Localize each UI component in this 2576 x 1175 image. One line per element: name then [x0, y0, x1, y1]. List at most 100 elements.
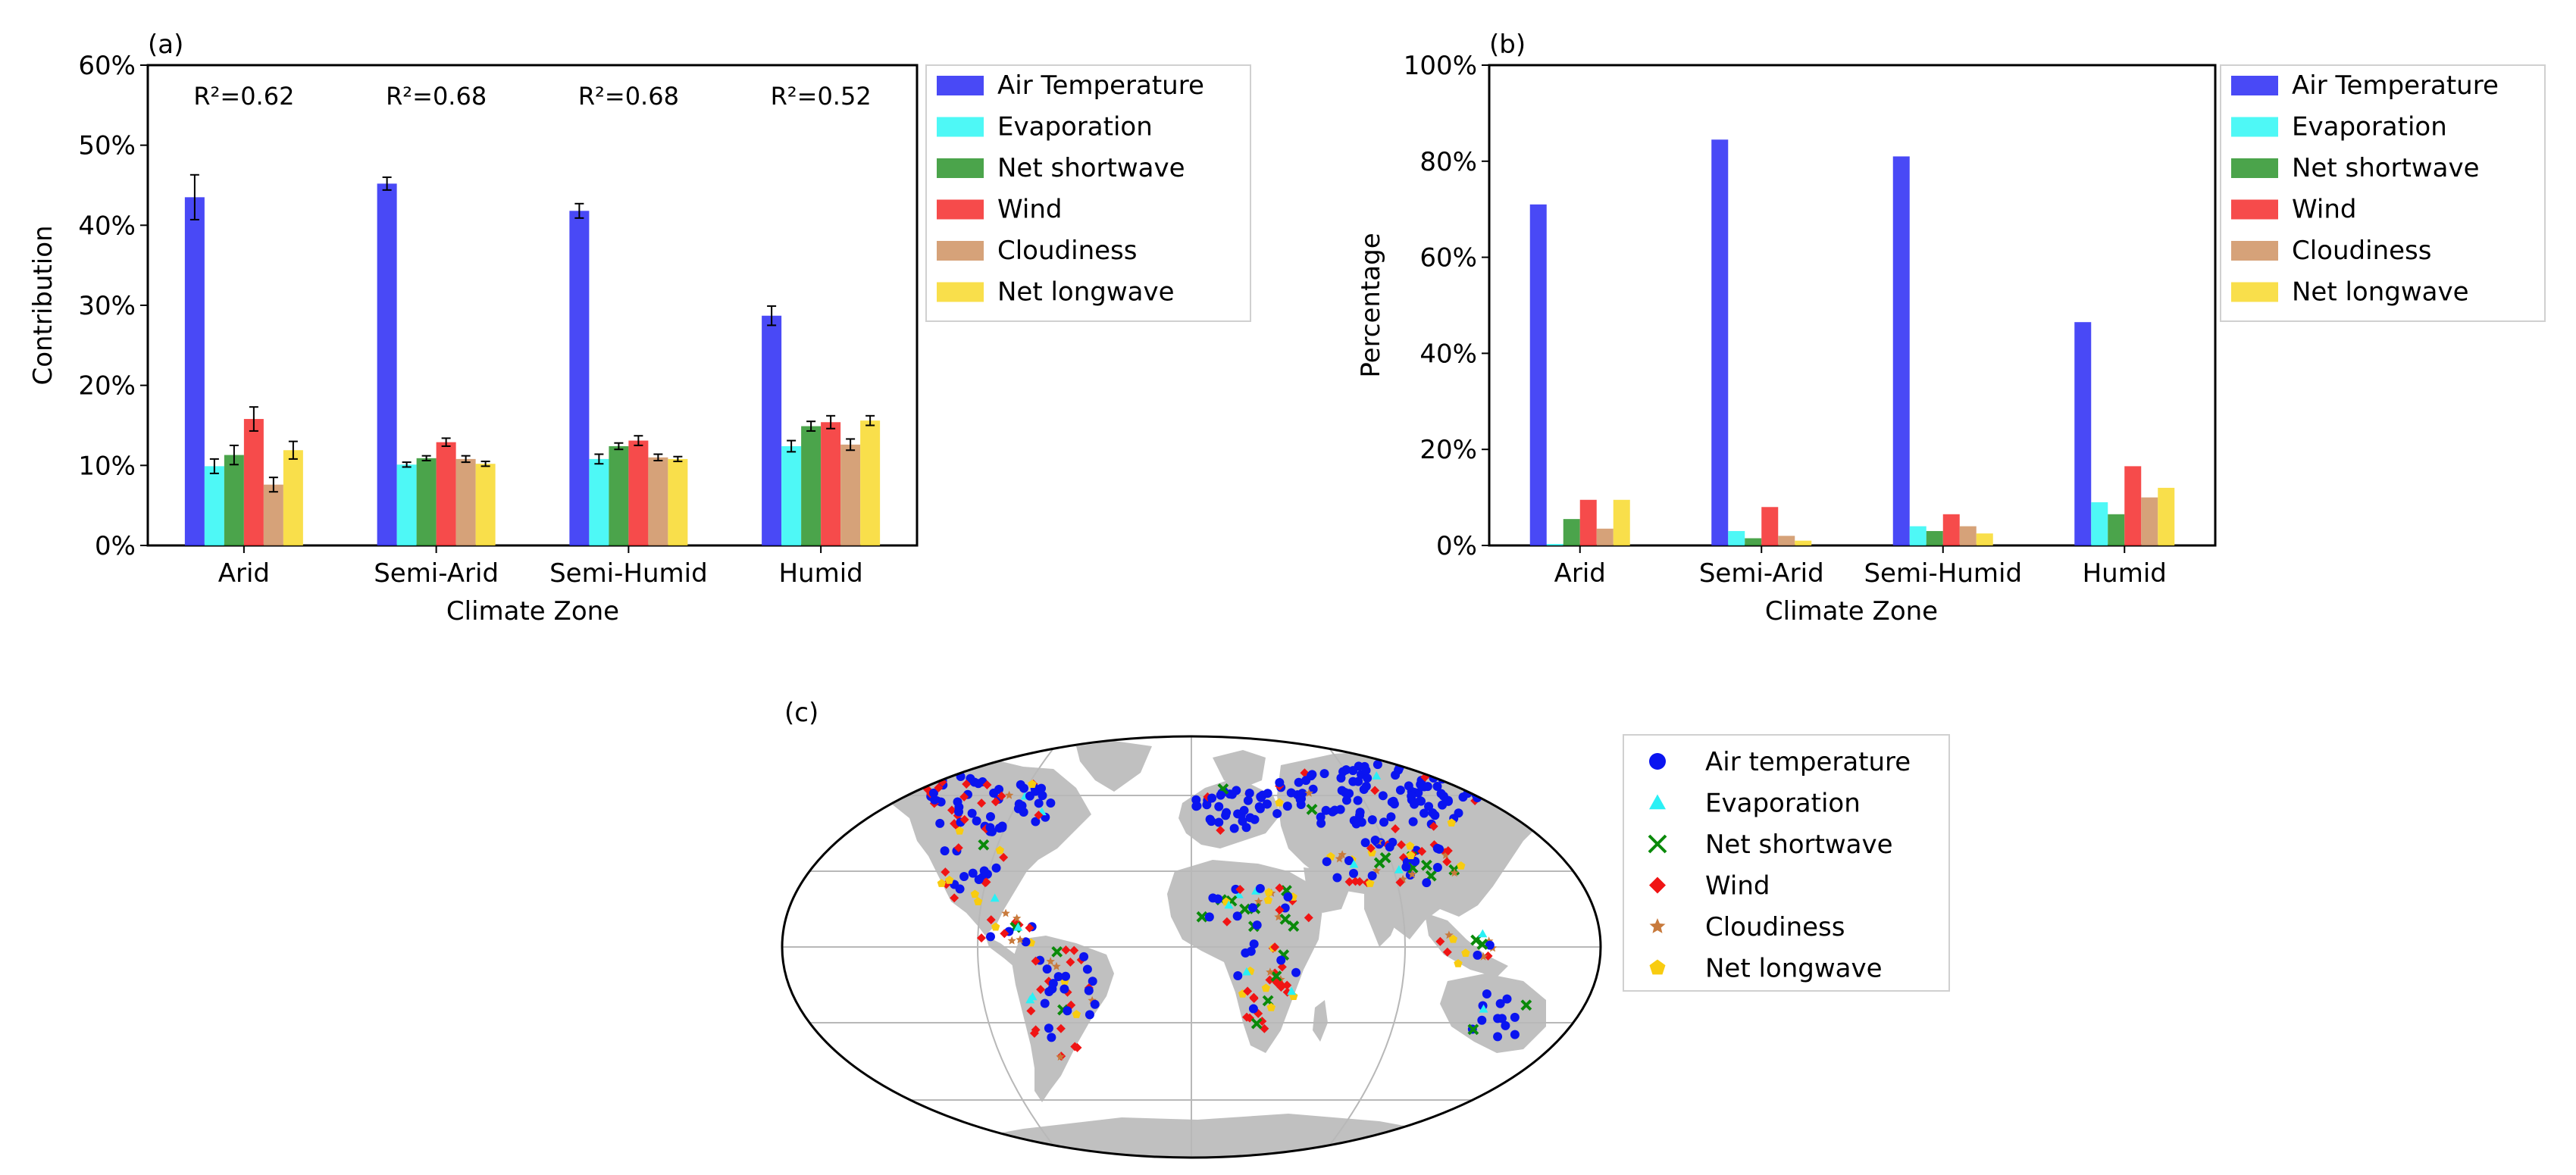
bar [569, 211, 590, 545]
station-point [1483, 951, 1493, 961]
station-point [1484, 936, 1494, 945]
bar [263, 484, 283, 545]
station-point [1510, 1030, 1520, 1039]
station-point [1245, 813, 1255, 823]
station-point [930, 795, 940, 805]
station-point [1378, 791, 1388, 801]
station-point [1061, 945, 1071, 955]
station-point [1255, 883, 1265, 893]
station-point [1353, 795, 1363, 805]
station-point [1477, 1015, 1487, 1025]
station-point [1450, 868, 1459, 877]
station-point [1260, 1023, 1269, 1033]
station-point [1016, 935, 1025, 944]
y-tick-label: 30% [78, 291, 136, 321]
panel-c: (c) [781, 698, 1950, 1159]
y-tick-label: 40% [78, 211, 136, 241]
y-tick-label: 60% [1419, 243, 1477, 273]
station-point [1304, 913, 1313, 923]
station-point [1196, 911, 1208, 923]
station-point [1373, 760, 1382, 770]
station-point [1047, 1033, 1056, 1042]
station-point [1338, 850, 1347, 859]
station-point [1263, 789, 1272, 798]
panel-c-legend: Air temperature Evaporation Net shortwave W… [1623, 734, 1950, 992]
station-point [1479, 952, 1488, 961]
station-point [1415, 795, 1425, 805]
station-point [1250, 1017, 1263, 1030]
bar [2141, 497, 2158, 545]
station-point [1349, 868, 1359, 878]
station-point [1501, 1020, 1510, 1030]
station-point [1082, 964, 1092, 974]
station-point [968, 868, 978, 878]
station-point [1031, 956, 1041, 966]
legend-swatch [937, 282, 984, 302]
world-map [782, 736, 1601, 1158]
station-point [1473, 950, 1482, 960]
bar [860, 420, 881, 545]
x-tick-label: Arid [1554, 558, 1606, 589]
station-point [1056, 1052, 1065, 1061]
station-point [1017, 801, 1027, 811]
station-point [973, 897, 983, 905]
station-point [1510, 1012, 1520, 1022]
bar [2074, 322, 2092, 545]
station-point [1355, 811, 1365, 820]
station-point [1028, 992, 1038, 1001]
station-point [1367, 815, 1377, 825]
panel-c-label: (c) [784, 698, 818, 728]
station-point [928, 788, 938, 798]
station-point [1447, 818, 1456, 827]
station-point [955, 826, 964, 835]
station-point [1497, 795, 1507, 805]
station-point [1046, 798, 1056, 808]
station-point [985, 932, 995, 942]
bar [668, 458, 688, 545]
station-point [1252, 920, 1262, 930]
x-tick-label: Arid [218, 558, 270, 589]
legend-marker [1649, 794, 1666, 810]
legend-label: Evaporation [1705, 789, 1861, 819]
station-point [1330, 805, 1340, 815]
bar [1728, 530, 1745, 545]
y-tick-label: 40% [1419, 339, 1477, 369]
station-point [959, 792, 969, 802]
station-point [1348, 777, 1358, 786]
station-point [1432, 862, 1442, 872]
map-points [923, 759, 1532, 1061]
x-tick-label: Semi-Humid [549, 558, 708, 589]
bar [1976, 533, 1993, 545]
station-point [1421, 859, 1432, 871]
legend-label: Air temperature [1705, 747, 1911, 777]
station-point [991, 797, 1000, 807]
station-point [1397, 840, 1407, 850]
station-point [1214, 802, 1224, 811]
station-point [1274, 912, 1283, 921]
station-point [940, 846, 950, 856]
station-point [1243, 795, 1253, 805]
arctic-islands [947, 742, 1019, 759]
bar [609, 445, 629, 545]
station-point [1265, 975, 1275, 985]
bar [2158, 487, 2175, 545]
legend-label: Net longwave [997, 277, 1175, 308]
panel-b-ylabel: Percentage [1356, 233, 1386, 377]
station-point [1051, 945, 1063, 958]
station-point [1288, 920, 1300, 932]
station-point [1249, 992, 1259, 1002]
station-point [953, 843, 963, 853]
station-point [990, 893, 1000, 902]
station-point [941, 867, 950, 877]
station-point [1052, 961, 1061, 970]
station-point [1363, 773, 1373, 783]
station-point [1479, 1004, 1488, 1013]
bar [1711, 139, 1729, 545]
station-point [1238, 816, 1247, 826]
legend-label: Air Temperature [2292, 70, 2499, 101]
station-point [1344, 856, 1354, 866]
station-point [1394, 864, 1404, 873]
r2-annotation: R²=0.68 [386, 82, 487, 111]
legend-swatch [937, 117, 984, 137]
bar [1546, 544, 1563, 545]
